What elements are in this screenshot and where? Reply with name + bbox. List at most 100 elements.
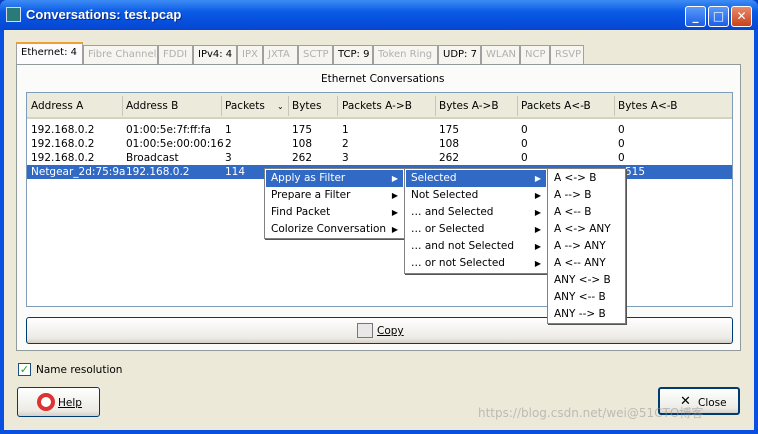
menu-item[interactable]: … or not Selected ▶ — [406, 255, 546, 272]
column-header-6[interactable]: Packets A<-B — [521, 100, 591, 112]
submenu-arrow-icon: ▶ — [534, 225, 541, 234]
column-separator[interactable] — [614, 96, 615, 116]
menu-item-label: A --> ANY — [554, 240, 606, 252]
table-row[interactable]: 192.168.0.2 01:00:5e:7f:ff:fa 1 175 1 175 0 0 — [27, 123, 732, 137]
table-cell: 3 — [225, 152, 232, 164]
menu-item[interactable]: Not Selected ▶ — [406, 187, 546, 204]
menu-item-label: ANY <-- B — [554, 291, 606, 303]
menu-item[interactable]: Selected ▶ — [406, 170, 546, 187]
submenu-arrow-icon: ▶ — [534, 208, 541, 217]
column-header-0[interactable]: Address A — [31, 100, 84, 112]
close-window-button[interactable]: ✕ — [731, 6, 752, 27]
column-separator[interactable] — [337, 96, 338, 116]
menu-item-label: … or not Selected — [411, 257, 505, 269]
table-cell: 0 — [618, 124, 625, 136]
table-cell: 108 — [439, 138, 460, 150]
menu-item[interactable]: … or Selected ▶ — [406, 221, 546, 238]
tab-ipv4[interactable]: IPv4: 4 — [193, 45, 237, 64]
menu-item[interactable]: A <-> ANY — [549, 221, 624, 238]
tab-fibre-channel[interactable]: Fibre Channel — [83, 45, 158, 64]
table-cell: 192.168.0.2 — [31, 138, 95, 150]
table-cell: 262 — [292, 152, 313, 164]
title-bar[interactable]: Conversations: test.pcap _ □ ✕ — [0, 0, 758, 30]
submenu-arrow-icon: ▶ — [534, 242, 541, 251]
menu-item[interactable]: ANY <-> B — [549, 272, 624, 289]
menu-item[interactable]: Apply as Filter ▶ — [266, 170, 403, 187]
table-cell: 0 — [618, 138, 625, 150]
table-row[interactable]: 192.168.0.2 Broadcast 3 262 3 262 0 0 — [27, 151, 732, 165]
column-separator[interactable] — [517, 96, 518, 116]
copy-button[interactable]: Copy — [26, 317, 733, 344]
table-cell: 3 — [342, 152, 349, 164]
table-cell: 2 — [225, 138, 232, 150]
filter-submenu: Selected ▶ Not Selected ▶… and Selected ▶… o… — [404, 168, 548, 274]
tab-udp[interactable]: UDP: 7 — [438, 45, 481, 64]
help-button[interactable]: Help — [17, 387, 100, 417]
copy-icon — [357, 323, 373, 338]
column-header-2[interactable]: Packets — [225, 100, 265, 112]
menu-item[interactable]: A <-- ANY — [549, 255, 624, 272]
lifebuoy-icon — [37, 393, 55, 411]
table-cell: 01:00:5e:7f:ff:fa — [126, 124, 211, 136]
name-resolution-label: Name resolution — [36, 364, 123, 376]
menu-item[interactable]: A --> B — [549, 187, 624, 204]
menu-item-label: Selected — [411, 172, 457, 184]
table-cell: 01:00:5e:00:00:16 — [126, 138, 224, 150]
maximize-button[interactable]: □ — [708, 6, 729, 27]
table-cell: 515 — [625, 166, 646, 178]
table-row[interactable]: 192.168.0.2 01:00:5e:00:00:16 2 108 2 108 0 0 — [27, 137, 732, 151]
column-separator[interactable] — [732, 96, 733, 116]
menu-item[interactable]: ANY --> B — [549, 306, 624, 323]
table-cell: 192.168.0.2 — [31, 124, 95, 136]
menu-item[interactable]: ANY <-- B — [549, 289, 624, 306]
menu-item[interactable]: … and Selected ▶ — [406, 204, 546, 221]
minimize-button[interactable]: _ — [685, 6, 706, 27]
tab-rsvp[interactable]: RSVP — [550, 45, 584, 64]
help-label: Help — [58, 397, 82, 409]
menu-item[interactable]: A <-> B — [549, 170, 624, 187]
menu-item[interactable]: A <-- B — [549, 204, 624, 221]
sort-indicator-icon: ⌄ — [277, 102, 284, 111]
tab-token-ring[interactable]: Token Ring — [373, 45, 438, 64]
menu-item[interactable]: A --> ANY — [549, 238, 624, 255]
tab-tcp[interactable]: TCP: 9 — [333, 45, 373, 64]
menu-item[interactable]: Find Packet ▶ — [266, 204, 403, 221]
submenu-arrow-icon: ▶ — [534, 191, 541, 200]
column-header-7[interactable]: Bytes A<-B — [618, 100, 678, 112]
menu-item[interactable]: … and not Selected ▶ — [406, 238, 546, 255]
column-separator[interactable] — [122, 96, 123, 116]
table-cell: 0 — [521, 124, 528, 136]
tab-ncp[interactable]: NCP — [520, 45, 550, 64]
table-cell: 114 — [225, 166, 246, 178]
column-header-5[interactable]: Bytes A->B — [439, 100, 499, 112]
column-separator[interactable] — [435, 96, 436, 116]
close-x-icon: ✕ — [680, 394, 691, 409]
tab-ipx[interactable]: IPX — [237, 45, 263, 64]
submenu-arrow-icon: ▶ — [534, 259, 541, 268]
name-resolution-checkbox[interactable]: ✓ — [18, 363, 31, 376]
menu-item[interactable]: Colorize Conversation ▶ — [266, 221, 403, 238]
table-cell: 1 — [342, 124, 349, 136]
close-button[interactable]: ✕ Close — [658, 387, 740, 415]
column-header-1[interactable]: Address B — [126, 100, 179, 112]
window-title: Conversations: test.pcap — [26, 7, 182, 22]
column-separator[interactable] — [288, 96, 289, 116]
table-cell: 192.168.0.2 — [126, 166, 190, 178]
column-header-3[interactable]: Bytes — [292, 100, 322, 112]
tab-sctp[interactable]: SCTP — [298, 45, 333, 64]
tab-fddi[interactable]: FDDI — [158, 45, 193, 64]
table-cell: Netgear_2d:75:9a — [31, 166, 126, 178]
menu-item[interactable]: Prepare a Filter ▶ — [266, 187, 403, 204]
tab-ethernet[interactable]: Ethernet: 4 — [16, 42, 83, 65]
column-header-4[interactable]: Packets A->B — [342, 100, 412, 112]
table-cell: 0 — [618, 152, 625, 164]
close-label: Close — [698, 397, 727, 409]
submenu-arrow-icon: ▶ — [391, 208, 398, 217]
column-separator[interactable] — [221, 96, 222, 116]
menu-item-label: ANY <-> B — [554, 274, 611, 286]
tab-jxta[interactable]: JXTA — [263, 45, 298, 64]
tab-wlan[interactable]: WLAN — [481, 45, 520, 64]
context-menu: Apply as Filter ▶ Prepare a Filter ▶ Find Pa… — [264, 168, 405, 239]
menu-item-label: … and Selected — [411, 206, 494, 218]
menu-item-label: A <-> B — [554, 172, 597, 184]
